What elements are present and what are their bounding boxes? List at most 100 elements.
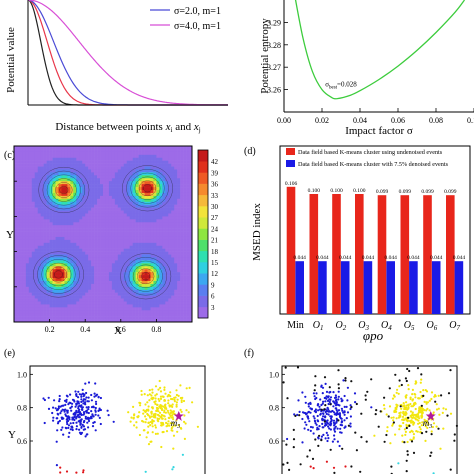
heatmap-cell — [31, 286, 36, 291]
heatmap-cell — [19, 181, 24, 185]
colorbar-tick-label: 9 — [211, 281, 215, 289]
heatmap-cell — [174, 248, 178, 252]
heatmap-cell — [114, 304, 119, 308]
heatmap-cell — [138, 307, 142, 311]
heatmap-cell — [144, 192, 148, 197]
scatter-point — [63, 399, 67, 402]
heatmap-cell — [126, 228, 130, 232]
heatmap-cell — [52, 175, 56, 179]
heatmap-cell — [156, 298, 160, 302]
heatmap-cell — [156, 307, 160, 311]
heatmap-cell — [171, 210, 175, 214]
heatmap-cell — [159, 175, 163, 179]
heatmap-cell — [79, 316, 83, 320]
heatmap-cell — [79, 181, 83, 185]
heatmap-cell — [97, 204, 101, 208]
heatmap-cell — [40, 216, 44, 220]
heatmap-cell — [177, 210, 181, 214]
heatmap-cell — [186, 251, 190, 255]
heatmap-cell — [28, 251, 33, 255]
heatmap-cell — [150, 286, 154, 291]
heatmap-cell — [31, 310, 36, 314]
heatmap-cell — [76, 151, 80, 156]
heatmap-cell — [147, 151, 151, 156]
heatmap-cell — [105, 301, 110, 305]
heatmap-cell — [162, 313, 166, 317]
heatmap-cell — [43, 219, 47, 223]
heatmap-cell — [73, 216, 77, 220]
heatmap-cell — [177, 275, 181, 279]
heatmap-cell — [79, 310, 83, 314]
heatmap-cell — [144, 204, 148, 208]
heatmap-cell — [108, 195, 113, 200]
scatter-point — [328, 400, 331, 404]
heatmap-cell — [111, 248, 116, 252]
scatter-point — [143, 429, 146, 432]
heatmap-cell — [49, 236, 53, 241]
heatmap-cell — [100, 275, 104, 279]
heatmap-cell — [120, 225, 125, 229]
heatmap-cell — [28, 160, 33, 164]
scatter-point — [307, 428, 310, 431]
heatmap-cell — [55, 172, 59, 176]
heatmap-cell — [58, 254, 62, 258]
heatmap-cell — [168, 163, 172, 167]
heatmap-cell — [159, 275, 163, 279]
scatter-point — [138, 433, 141, 437]
scatter-point — [82, 399, 85, 402]
noise-point — [364, 394, 367, 397]
scatter-point — [404, 430, 407, 433]
heatmap-cell — [174, 313, 178, 317]
heatmap-cell — [123, 166, 128, 170]
panel-f-cluster-scatter: (f) m3 0.60.81.0 — [244, 348, 458, 474]
scatter-point — [306, 415, 309, 418]
heatmap-cell — [58, 207, 62, 211]
heatmap-cell — [91, 172, 95, 176]
heatmap-cell — [123, 195, 128, 200]
heatmap-cell — [58, 175, 62, 179]
heatmap-cell — [25, 175, 30, 179]
heatmap-cell — [28, 319, 33, 323]
heatmap-cell — [183, 148, 187, 153]
heatmap-cell — [186, 198, 190, 203]
heatmap-cell — [132, 248, 136, 252]
heatmap-cell — [61, 316, 65, 320]
heatmap-cell — [171, 157, 175, 161]
heatmap-cell — [105, 216, 110, 220]
heatmap-cell — [31, 307, 36, 311]
heatmap-cell — [105, 251, 110, 255]
heatmap-cell — [156, 239, 160, 244]
heatmap-cell — [168, 257, 172, 261]
noise-point — [294, 414, 297, 417]
scatter-point — [338, 444, 341, 448]
heatmap-cell — [64, 304, 68, 308]
colorbar-tick-label: 6 — [211, 293, 215, 301]
heatmap-cell — [70, 178, 74, 182]
heatmap-cell — [138, 272, 142, 276]
scatter-point — [77, 396, 80, 399]
heatmap-cell — [67, 272, 71, 276]
heatmap-cell — [16, 275, 21, 279]
heatmap-cell — [156, 190, 160, 194]
heatmap-cell — [73, 228, 77, 232]
heatmap-cell — [58, 157, 62, 161]
heatmap-cell — [159, 260, 163, 264]
heatmap-cell — [165, 187, 169, 191]
heatmap-cell — [70, 245, 74, 249]
heatmap-cell — [70, 210, 74, 214]
scatter-point — [325, 431, 328, 434]
heatmap-cell — [189, 260, 193, 264]
heatmap-cell — [76, 225, 80, 229]
heatmap-cell — [150, 216, 154, 220]
heatmap-cell — [25, 254, 30, 258]
panel-e-cluster-scatter: (e) m3 0.60.81.0 Y — [4, 348, 206, 474]
heatmap-cell — [43, 292, 47, 296]
heatmap-cell — [156, 245, 160, 249]
heatmap-cell — [22, 263, 27, 267]
heatmap-cell — [94, 289, 98, 293]
heatmap-cell — [82, 195, 86, 200]
heatmap-cell — [111, 254, 116, 258]
heatmap-cell — [31, 213, 36, 217]
heatmap-cell — [114, 275, 119, 279]
scatter-point — [55, 464, 59, 467]
